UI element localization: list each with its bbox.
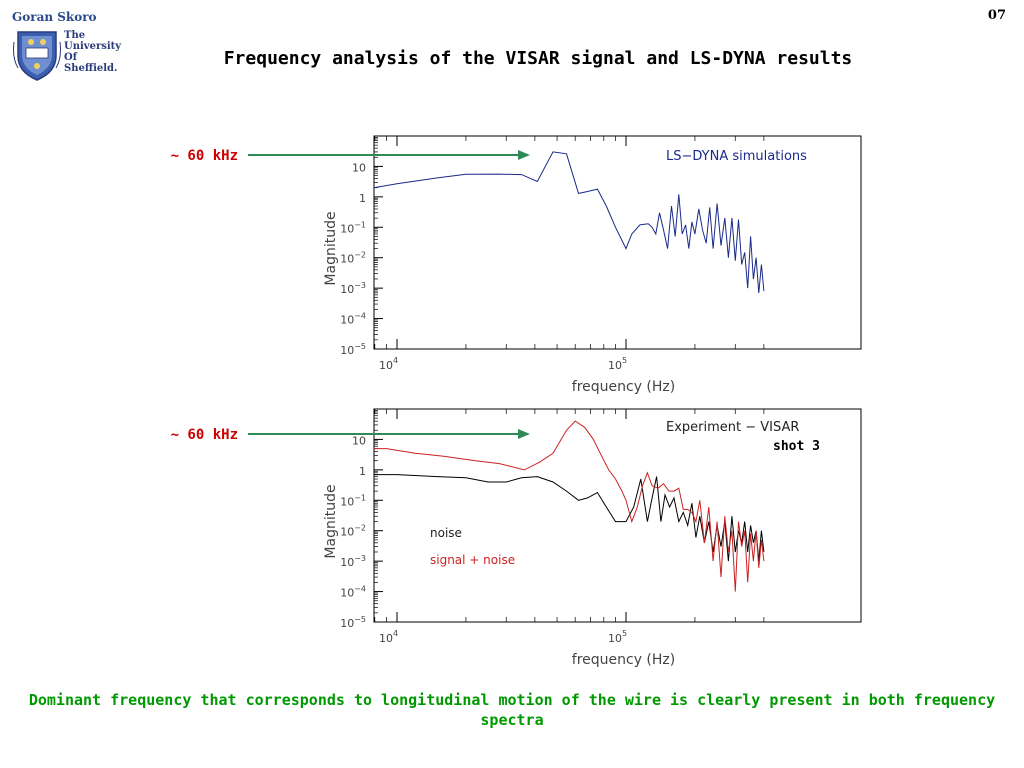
y-tick-exponent: −3 bbox=[354, 554, 366, 563]
x-tick-exponent: 4 bbox=[393, 356, 398, 365]
frequency-arrow-label: ~ 60 kHz bbox=[171, 148, 238, 164]
y-tick-exponent: −4 bbox=[354, 312, 366, 321]
legend-signal-noise: signal + noise bbox=[430, 553, 515, 567]
y-tick-label: 10−1 bbox=[340, 493, 366, 508]
y-tick-exponent: −2 bbox=[354, 251, 366, 260]
x-tick-exponent: 4 bbox=[393, 629, 398, 638]
y-tick-label: 10−2 bbox=[340, 524, 366, 539]
university-line: University bbox=[64, 41, 122, 52]
university-line: Sheffield. bbox=[64, 63, 118, 74]
x-tick-label: 104 bbox=[379, 629, 398, 645]
x-tick-label: 105 bbox=[608, 356, 627, 372]
y-axis-label: Magnitude bbox=[323, 211, 339, 285]
university-shield-icon bbox=[13, 31, 61, 81]
y-tick-exponent: −3 bbox=[354, 281, 366, 290]
page-number: 07 bbox=[987, 8, 1006, 23]
y-tick-exponent: −5 bbox=[354, 342, 366, 351]
plot-frame bbox=[373, 408, 862, 623]
plot-annotation: Experiment − VISAR bbox=[666, 420, 799, 435]
y-tick-label: 10−5 bbox=[340, 342, 366, 357]
frequency-arrow-label: ~ 60 kHz bbox=[171, 427, 238, 443]
frequency-arrow-head bbox=[518, 429, 530, 439]
y-tick-exponent: −1 bbox=[354, 220, 366, 229]
y-tick-exponent: −4 bbox=[354, 585, 366, 594]
university-name: The University Of Sheffield. bbox=[64, 30, 121, 74]
caption: Dominant frequency that corresponds to l… bbox=[28, 691, 996, 729]
y-tick-label: 10−4 bbox=[340, 312, 366, 327]
y-tick-label: 10−1 bbox=[340, 220, 366, 235]
y-tick-exponent: −5 bbox=[354, 615, 366, 624]
y-tick-label: 10−4 bbox=[340, 585, 366, 600]
slide-title: Frequency analysis of the VISAR signal a… bbox=[223, 48, 853, 69]
shot-label: shot 3 bbox=[773, 439, 820, 454]
legend-noise: noise bbox=[430, 526, 462, 540]
x-tick-exponent: 5 bbox=[622, 629, 627, 638]
university-line: Of bbox=[64, 52, 78, 63]
x-tick-exponent: 5 bbox=[622, 356, 627, 365]
y-tick-label: 10−3 bbox=[340, 281, 366, 296]
y-tick-label: 10−5 bbox=[340, 615, 366, 630]
y-tick-exponent: −2 bbox=[354, 524, 366, 533]
author-name: Goran Skoro bbox=[12, 10, 97, 24]
y-tick-label: 10−2 bbox=[340, 251, 366, 266]
x-tick-label: 104 bbox=[379, 356, 398, 372]
y-tick-label: 1 bbox=[359, 465, 366, 478]
chart-panel-bottom: 10 1 10−1 10−2 10−3 10−4 10−5 104 105 frequency (… bbox=[171, 408, 862, 668]
y-tick-label: 10 bbox=[352, 161, 366, 174]
series-line-signal-noise bbox=[374, 420, 765, 592]
series-line-lsdyna bbox=[373, 151, 765, 293]
y-tick-exponent: −1 bbox=[354, 493, 366, 502]
plot-annotation: LS−DYNA simulations bbox=[666, 149, 807, 164]
y-tick-label: 1 bbox=[359, 192, 366, 205]
x-tick-label: 105 bbox=[608, 629, 627, 645]
chart-panel-top: 10 1 10−1 10−2 10−3 10−4 10−5 104 105 frequency (… bbox=[171, 135, 862, 395]
x-axis-label: frequency (Hz) bbox=[572, 652, 675, 668]
x-axis-label: frequency (Hz) bbox=[572, 379, 675, 395]
y-tick-label: 10 bbox=[352, 434, 366, 447]
plot-frame bbox=[373, 135, 862, 350]
frequency-arrow-head bbox=[518, 150, 530, 160]
series-line-noise bbox=[374, 474, 765, 562]
university-line: The bbox=[64, 30, 86, 41]
y-tick-label: 10−3 bbox=[340, 554, 366, 569]
y-axis-label: Magnitude bbox=[323, 484, 339, 558]
